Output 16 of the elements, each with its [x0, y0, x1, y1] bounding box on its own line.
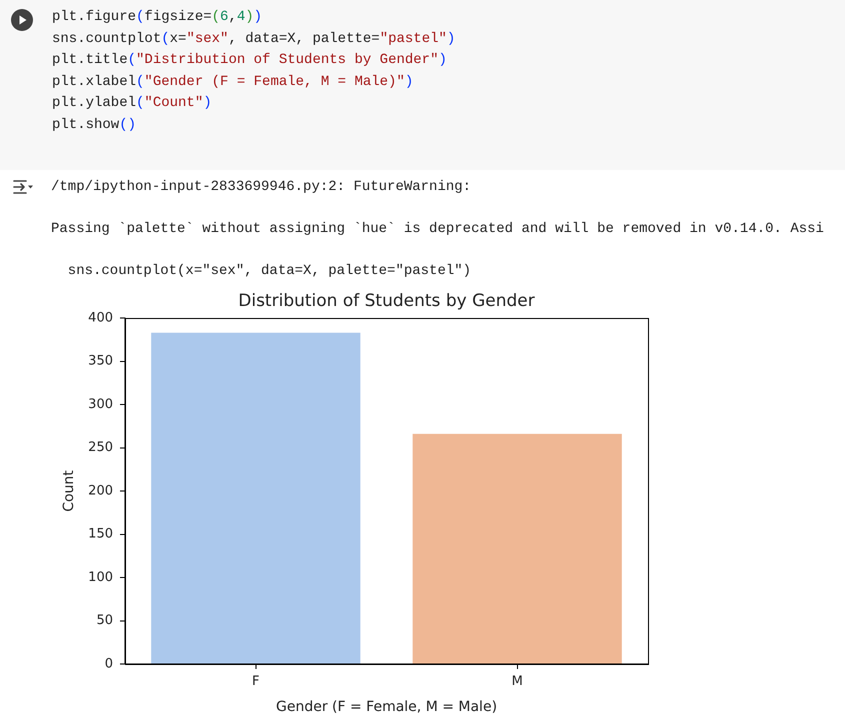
y-tick-label: 250 [88, 440, 113, 456]
y-tick-label: 100 [88, 570, 113, 585]
y-tick-label: 200 [88, 483, 113, 498]
y-tick-label: 150 [88, 526, 113, 542]
y-tick-label: 300 [88, 396, 113, 412]
y-axis-title: Count [61, 470, 78, 512]
x-tick-label: F [252, 674, 260, 690]
y-tick-label: 350 [88, 354, 113, 369]
text: /tmp/ipython-input-2833699946.py:2: FutureWarning: Passing `palette` without assigning `hue` is deprecated and will be removed in v0.14.0. Assi sns.countplot(x="sex", data=X, palette="pastel") [51, 179, 824, 279]
text: plt.figure(figsize=(6,4)) sns.countplot(x="sex", data=X, palette="pastel") plt.title("Distribution of Students by Gender") plt.xlabel("Gender (F = Female, M = Male)") plt.ylabel("Count") plt.show() [52, 9, 456, 133]
y-tick-label: 400 [88, 310, 113, 326]
x-tick-label: M [512, 674, 523, 690]
y-tick-label: 0 [104, 656, 113, 672]
y-tick-label: 50 [96, 613, 113, 628]
x-axis-title: Gender (F = Female, M = Male) [276, 699, 498, 716]
chart-title: Distribution of Students by Gender [238, 290, 535, 311]
